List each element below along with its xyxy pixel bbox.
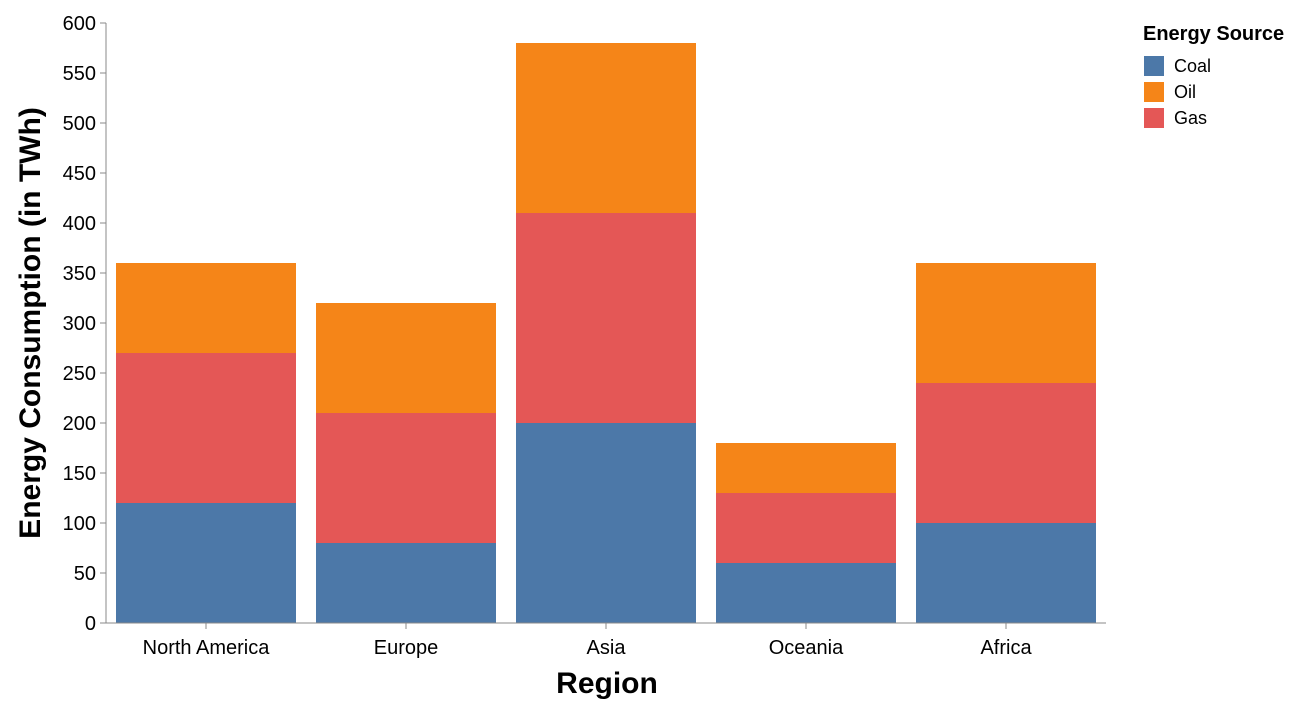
y-tick-label: 0 — [85, 613, 96, 635]
y-axis-title: Energy Consumption (in TWh) — [14, 107, 47, 539]
y-tick-label: 250 — [63, 363, 96, 385]
y-tick-label: 500 — [63, 113, 96, 135]
bar-africa-gas — [916, 383, 1096, 523]
legend-title: Energy Source — [1143, 23, 1284, 45]
x-tick-label-africa: Africa — [980, 637, 1032, 659]
bar-europe-coal — [316, 543, 496, 623]
bar-oceania-oil — [716, 443, 896, 493]
legend-swatch-coal — [1144, 56, 1164, 76]
bar-north-america-oil — [116, 263, 296, 353]
legend-label-coal: Coal — [1174, 56, 1211, 76]
bar-north-america-coal — [116, 503, 296, 623]
bar-europe-gas — [316, 413, 496, 543]
x-tick-label-asia: Asia — [587, 637, 627, 659]
y-tick-label: 400 — [63, 213, 96, 235]
legend: Energy Source Coal Oil Gas — [1143, 23, 1284, 128]
bar-africa-oil — [916, 263, 1096, 383]
y-tick-label: 550 — [63, 63, 96, 85]
y-tick-label: 350 — [63, 263, 96, 285]
legend-label-oil: Oil — [1174, 82, 1196, 102]
bar-north-america-gas — [116, 353, 296, 503]
y-tick-label: 600 — [63, 13, 96, 35]
bar-asia-gas — [516, 213, 696, 423]
y-tick-label: 100 — [63, 513, 96, 535]
bar-oceania-gas — [716, 493, 896, 563]
bar-asia-coal — [516, 423, 696, 623]
y-tick-label: 450 — [63, 163, 96, 185]
legend-swatch-oil — [1144, 82, 1164, 102]
y-tick-label: 150 — [63, 463, 96, 485]
bar-layer — [116, 43, 1096, 623]
y-tick-label: 50 — [74, 563, 96, 585]
y-axis: 0 50 100 150 200 250 300 350 400 450 500 550 600 — [63, 13, 107, 635]
bar-europe-oil — [316, 303, 496, 413]
x-axis-title: Region — [556, 667, 658, 700]
x-axis: North America Europe Asia Oceania Africa — [106, 622, 1106, 659]
legend-label-gas: Gas — [1174, 108, 1207, 128]
x-tick-label-oceania: Oceania — [769, 637, 844, 659]
legend-swatch-gas — [1144, 108, 1164, 128]
bar-africa-coal — [916, 523, 1096, 623]
x-tick-label-europe: Europe — [374, 637, 439, 659]
x-tick-label-north-america: North America — [143, 637, 271, 659]
bar-oceania-coal — [716, 563, 896, 623]
legend-items: Coal Oil Gas — [1144, 56, 1211, 128]
y-tick-label: 200 — [63, 413, 96, 435]
y-tick-label: 300 — [63, 313, 96, 335]
bar-asia-oil — [516, 43, 696, 213]
